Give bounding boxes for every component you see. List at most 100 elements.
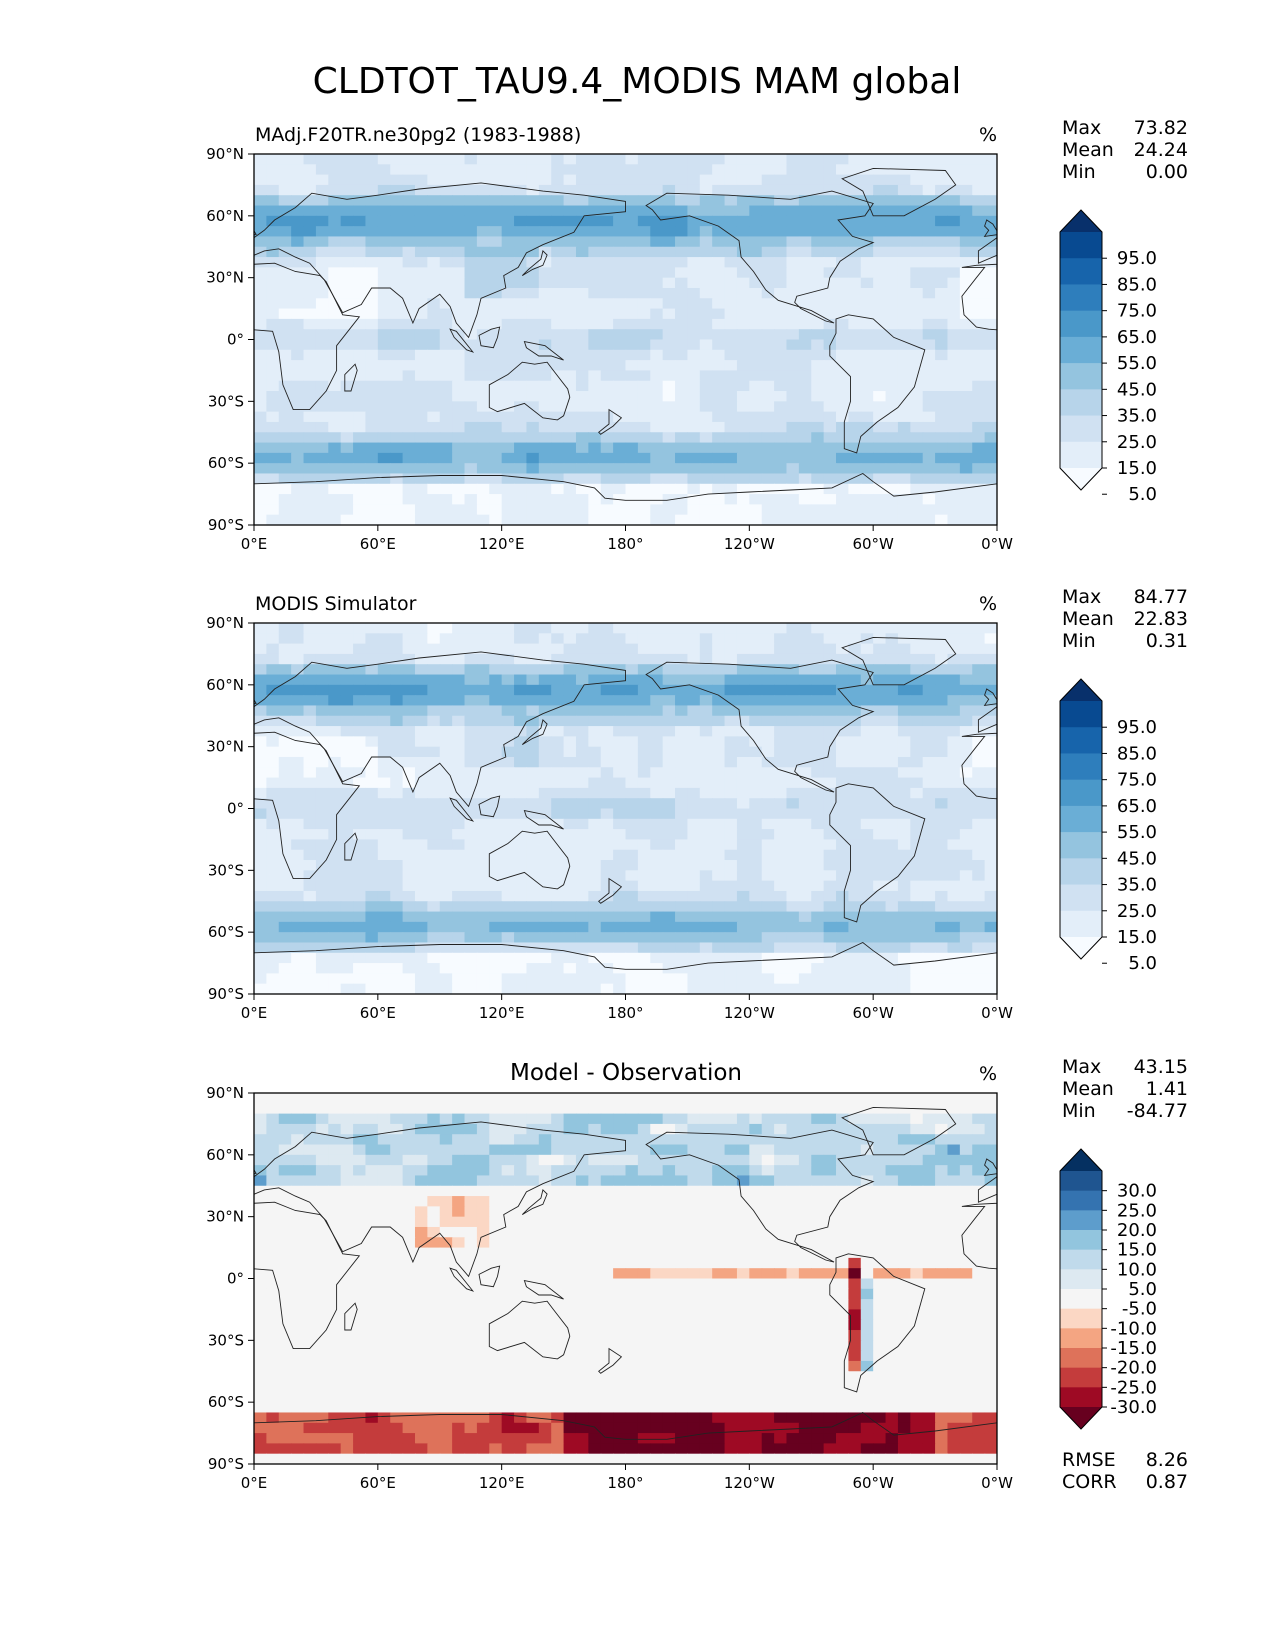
field-cell bbox=[291, 452, 305, 464]
field-cell bbox=[452, 195, 466, 207]
field-cell bbox=[650, 349, 664, 361]
field-cell bbox=[600, 391, 614, 402]
field-cell bbox=[687, 623, 701, 634]
field-cell bbox=[811, 483, 825, 495]
field-cell bbox=[254, 684, 267, 696]
field-cell bbox=[278, 767, 292, 779]
field-cell bbox=[365, 236, 379, 248]
field-cell bbox=[798, 463, 812, 475]
field-cell bbox=[538, 880, 552, 892]
field-cell bbox=[761, 1165, 775, 1177]
field-cell bbox=[637, 391, 651, 402]
field-cell bbox=[315, 726, 329, 737]
field-cell bbox=[724, 870, 738, 882]
field-cell bbox=[637, 1093, 651, 1104]
field-cell bbox=[724, 514, 738, 525]
field-cell bbox=[662, 787, 676, 799]
field-cell bbox=[254, 452, 267, 464]
field-cell bbox=[600, 1123, 614, 1135]
field-cell bbox=[575, 695, 589, 707]
field-cell bbox=[353, 633, 367, 645]
field-cell bbox=[476, 401, 490, 413]
field-cell bbox=[427, 870, 441, 882]
field-cell bbox=[774, 942, 788, 954]
field-cell bbox=[464, 715, 478, 727]
field-cell bbox=[848, 329, 862, 341]
field-cell bbox=[315, 798, 329, 810]
field-cell bbox=[563, 277, 577, 289]
field-cell bbox=[600, 370, 614, 382]
field-cell bbox=[724, 890, 738, 902]
field-cell bbox=[984, 215, 997, 227]
field-cell bbox=[613, 504, 627, 516]
field-cell bbox=[885, 411, 899, 423]
field-cell bbox=[514, 653, 528, 665]
field-cell bbox=[935, 674, 949, 686]
field-cell bbox=[922, 1113, 936, 1125]
field-cell bbox=[774, 164, 788, 176]
field-cell bbox=[724, 184, 738, 196]
field-cell bbox=[687, 942, 701, 954]
field-cell bbox=[588, 473, 602, 485]
field-cell bbox=[588, 715, 602, 727]
field-cell bbox=[984, 726, 997, 737]
field-cell bbox=[637, 808, 651, 820]
field-cell bbox=[749, 798, 763, 810]
field-cell bbox=[278, 818, 292, 830]
field-cell bbox=[588, 432, 602, 444]
field-cell bbox=[563, 432, 577, 444]
field-cell bbox=[563, 1103, 577, 1115]
field-cell bbox=[984, 715, 997, 727]
field-cell bbox=[625, 391, 639, 402]
field-cell bbox=[514, 1165, 528, 1177]
field-cell bbox=[873, 195, 887, 207]
field-cell bbox=[414, 1103, 428, 1115]
field-cell bbox=[947, 777, 961, 789]
field-cell bbox=[848, 890, 862, 902]
field-cell bbox=[947, 787, 961, 799]
field-cell bbox=[489, 726, 503, 737]
field-cell bbox=[650, 849, 664, 861]
field-cell bbox=[563, 921, 577, 933]
field-cell bbox=[774, 726, 788, 737]
field-cell bbox=[514, 442, 528, 454]
field-cell bbox=[551, 421, 565, 433]
field-cell bbox=[353, 839, 367, 851]
field-cell bbox=[984, 184, 997, 196]
field-cell bbox=[687, 705, 701, 717]
field-cell bbox=[675, 684, 689, 696]
field-cell bbox=[774, 911, 788, 923]
field-cell bbox=[922, 205, 936, 217]
field-cell bbox=[637, 267, 651, 279]
field-cell bbox=[724, 715, 738, 727]
field-cell bbox=[427, 236, 441, 248]
field-cell bbox=[935, 298, 949, 310]
field-cell bbox=[538, 401, 552, 413]
field-cell bbox=[959, 391, 973, 402]
field-cell bbox=[848, 298, 862, 310]
field-cell bbox=[935, 473, 949, 485]
field-cell bbox=[959, 184, 973, 196]
field-cell bbox=[984, 798, 997, 810]
field-cell bbox=[315, 494, 329, 505]
field-cell bbox=[736, 849, 750, 861]
field-cell bbox=[650, 746, 664, 758]
field-cell bbox=[439, 370, 453, 382]
field-cell bbox=[315, 504, 329, 516]
field-cell bbox=[836, 911, 849, 923]
field-cell bbox=[811, 715, 825, 727]
field-cell bbox=[439, 226, 453, 238]
field-cell bbox=[551, 329, 565, 341]
field-cell bbox=[687, 164, 701, 176]
field-cell bbox=[328, 370, 342, 382]
field-cell bbox=[588, 726, 602, 737]
field-cell bbox=[984, 932, 997, 944]
field-cell bbox=[675, 643, 689, 655]
field-cell bbox=[897, 246, 911, 258]
field-cell bbox=[303, 421, 317, 433]
field-cell bbox=[749, 452, 763, 464]
field-cell bbox=[947, 911, 961, 923]
field-cell bbox=[860, 1093, 874, 1104]
field-cell bbox=[873, 1113, 887, 1125]
field-cell bbox=[464, 298, 478, 310]
